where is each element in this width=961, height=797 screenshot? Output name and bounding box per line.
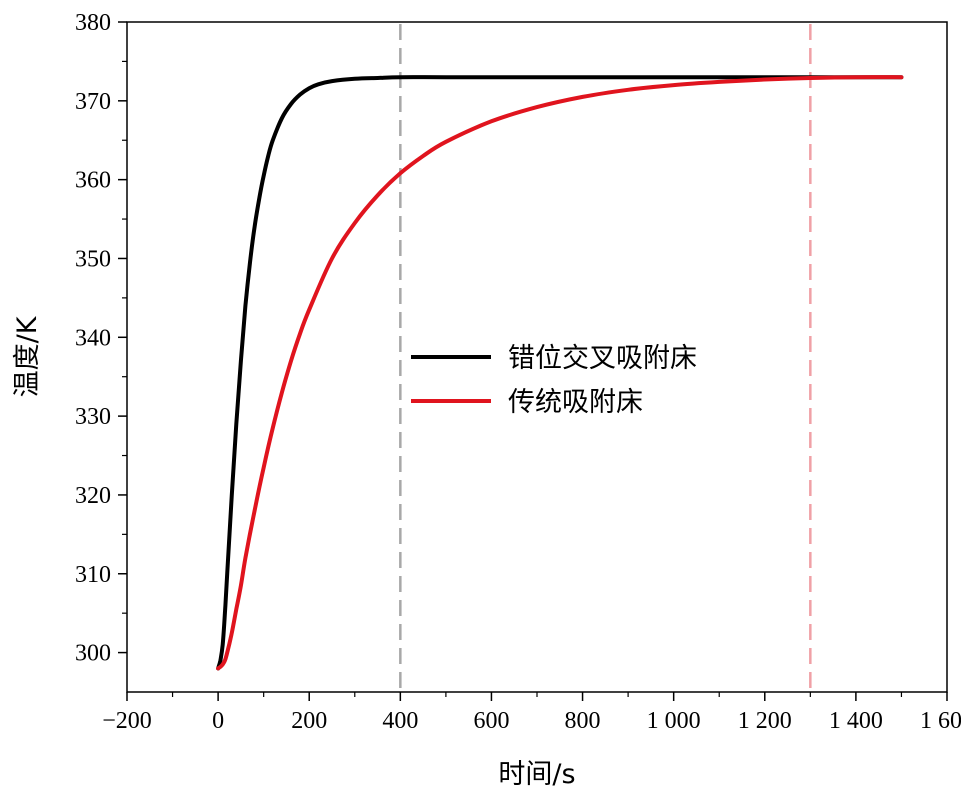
series-line-2 [216, 75, 904, 671]
x-tick-label: 400 [382, 708, 418, 734]
y-tick-label: 360 [75, 168, 111, 194]
x-tick-label: 800 [565, 708, 601, 734]
x-tick-label: 1 400 [829, 708, 883, 734]
x-tick-label: −200 [102, 708, 152, 734]
legend-label-2: 传统吸附床 [508, 387, 643, 418]
y-tick-label: 310 [75, 562, 111, 588]
y-tick-label: 330 [75, 404, 111, 430]
y-axis-title: 温度/K [12, 315, 43, 397]
axis-ticks: −200 0 200 400 600 800 1 000 1 200 1 400 1 600 300… [75, 10, 961, 734]
y-tick-label: 380 [75, 10, 111, 36]
y-tick-label: 350 [75, 246, 111, 272]
series-layer [216, 75, 904, 671]
y-tick-label: 300 [75, 641, 111, 667]
x-tick-label: 1 600 [920, 708, 961, 734]
reference-lines [399, 24, 812, 690]
x-tick-label: 0 [212, 708, 224, 734]
y-tick-label: 370 [75, 89, 111, 115]
x-tick-label: 200 [291, 708, 327, 734]
x-tick-label: 600 [473, 708, 509, 734]
legend-label-1: 错位交叉吸附床 [508, 343, 697, 374]
x-tick-label: 1 200 [738, 708, 792, 734]
y-tick-label: 340 [75, 325, 111, 351]
y-tick-label: 320 [75, 483, 111, 509]
x-tick-label: 1 000 [647, 708, 701, 734]
x-axis-title: 时间/s [498, 759, 575, 790]
series-line-1 [216, 75, 904, 671]
